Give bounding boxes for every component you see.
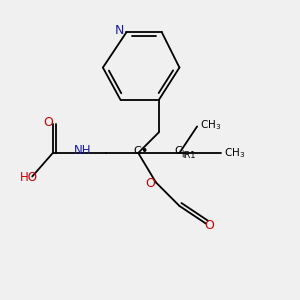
Text: CH$_3$: CH$_3$ [224,146,245,160]
Text: lR1: lR1 [182,151,196,160]
Text: O: O [205,219,214,232]
Text: O: O [146,177,155,190]
Text: •: • [140,145,147,158]
Text: C: C [133,146,141,157]
Text: CH$_3$: CH$_3$ [200,118,221,132]
Text: l: l [181,150,183,159]
Text: NH: NH [74,144,91,157]
Text: HO: HO [20,172,38,184]
Text: C: C [174,146,182,157]
Text: O: O [44,116,53,128]
Text: N: N [114,24,124,37]
